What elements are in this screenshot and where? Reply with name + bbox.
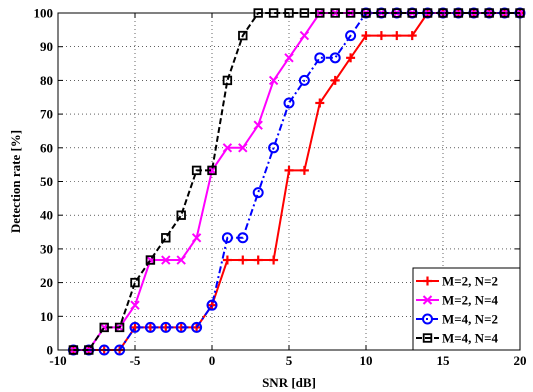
- data-point: [284, 53, 294, 63]
- data-point: [238, 143, 248, 153]
- data-point: [299, 165, 309, 175]
- data-point: [191, 233, 202, 243]
- legend-label: M=2, N=4: [442, 293, 498, 308]
- data-point: [238, 30, 248, 41]
- legend-entry: M=4, N=2: [416, 312, 498, 327]
- y-axis-title: Detection rate [%]: [8, 130, 23, 233]
- data-point: [392, 31, 402, 41]
- data-point: [221, 232, 233, 244]
- data-point: [407, 31, 417, 41]
- data-point: [206, 299, 218, 311]
- axis-ticks: -10 -5 0 5 10 15 20 0 10 20 30 40 50 60 70 80 90 100: [34, 6, 527, 369]
- data-point: [176, 255, 186, 265]
- data-point: [361, 31, 371, 41]
- data-point: [176, 210, 186, 220]
- data-point: [269, 255, 279, 265]
- x-tick-label: 20: [514, 353, 527, 368]
- data-point: [144, 321, 156, 333]
- y-tick-label: 20: [40, 275, 53, 290]
- data-point: [130, 277, 140, 288]
- y-tick-label: 100: [34, 6, 54, 21]
- data-point: [130, 300, 140, 310]
- x-axis-title: SNR [dB]: [262, 375, 316, 390]
- data-point: [299, 30, 310, 41]
- x-tick-label: -5: [130, 353, 141, 368]
- data-point: [252, 187, 264, 199]
- data-point: [160, 321, 172, 333]
- data-point: [207, 165, 217, 176]
- y-tick-label: 10: [40, 309, 53, 324]
- y-tick-label: 90: [40, 39, 53, 54]
- x-tick-label: 0: [209, 353, 216, 368]
- data-point: [268, 75, 279, 86]
- data-point: [222, 143, 233, 153]
- legend-entry: M=2, N=4: [416, 293, 498, 308]
- data-point: [161, 233, 171, 243]
- legend-swatch-marker: [422, 313, 433, 325]
- data-point: [222, 255, 232, 265]
- legend-label: M=2, N=2: [442, 274, 498, 289]
- y-tick-label: 50: [40, 174, 53, 189]
- data-point: [298, 74, 310, 86]
- legend: M=2, N=2 M=2, N=4 M=4, N=2 M=4, N=4: [412, 267, 521, 351]
- x-tick-label: -10: [49, 353, 66, 368]
- data-point: [346, 53, 356, 63]
- legend-swatch-marker: [422, 295, 433, 305]
- data-point: [238, 255, 248, 265]
- y-tick-label: 60: [40, 140, 53, 155]
- y-tick-label: 40: [40, 208, 53, 223]
- x-tick-label: 10: [360, 353, 373, 368]
- legend-entry: M=2, N=2: [416, 274, 498, 289]
- data-point: [283, 97, 295, 109]
- data-point: [114, 322, 125, 333]
- data-point: [237, 232, 249, 244]
- data-point: [268, 142, 280, 154]
- legend-entry: M=4, N=4: [416, 331, 498, 346]
- y-tick-label: 70: [40, 107, 53, 122]
- series-line: [73, 12, 520, 351]
- y-tick-label: 0: [47, 343, 54, 358]
- data-point: [315, 98, 325, 108]
- data-point: [330, 75, 340, 85]
- data-point: [253, 120, 263, 130]
- data-point: [253, 255, 263, 265]
- x-tick-label: 5: [286, 353, 293, 368]
- legend-label: M=4, N=2: [442, 312, 498, 327]
- data-point: [207, 165, 217, 176]
- legend-swatch-marker: [423, 276, 432, 286]
- legend-label: M=4, N=4: [442, 331, 498, 346]
- data-point: [191, 321, 203, 333]
- legend-swatch-marker: [422, 333, 433, 343]
- data-point: [191, 165, 202, 176]
- data-point: [161, 255, 171, 265]
- data-point: [376, 31, 386, 41]
- data-point: [222, 75, 233, 86]
- data-point: [314, 52, 326, 64]
- x-tick-label: 15: [437, 353, 451, 368]
- data-point: [129, 321, 141, 333]
- data-point: [345, 30, 357, 42]
- data-point: [99, 322, 109, 333]
- y-tick-label: 80: [40, 73, 53, 88]
- data-point: [329, 52, 341, 64]
- y-tick-label: 30: [40, 241, 53, 256]
- data-point: [145, 255, 156, 265]
- data-point: [284, 165, 294, 175]
- data-point: [175, 321, 187, 333]
